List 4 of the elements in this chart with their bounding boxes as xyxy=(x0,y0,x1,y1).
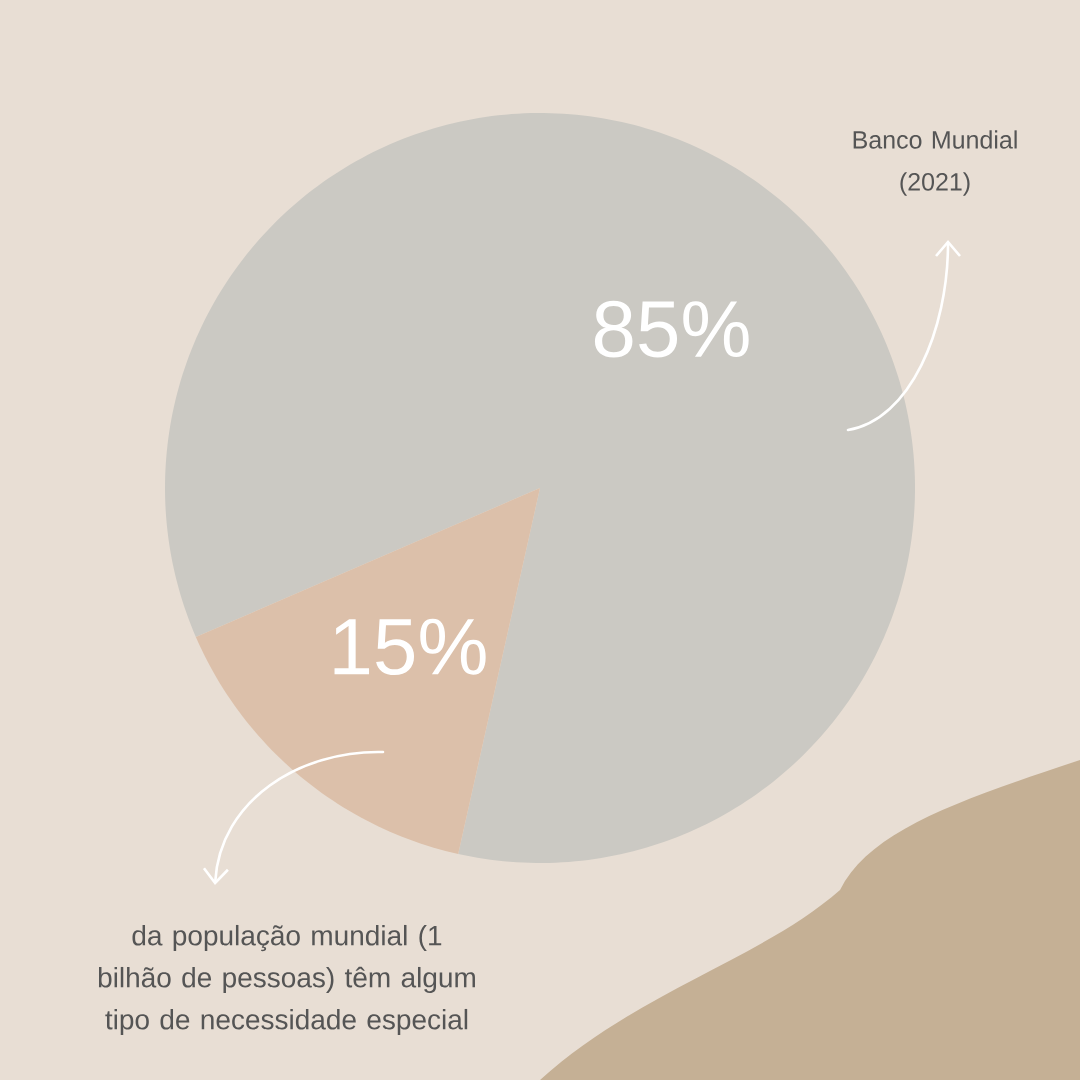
text: Banco Mundial (2021) xyxy=(853,130,1017,196)
data-label: 85% xyxy=(594,300,749,358)
text: da população mundial (1 bilhão de pessoas) têm algum tipo de necessidade especial xyxy=(98,924,475,1036)
data-label: 15% xyxy=(334,618,486,676)
